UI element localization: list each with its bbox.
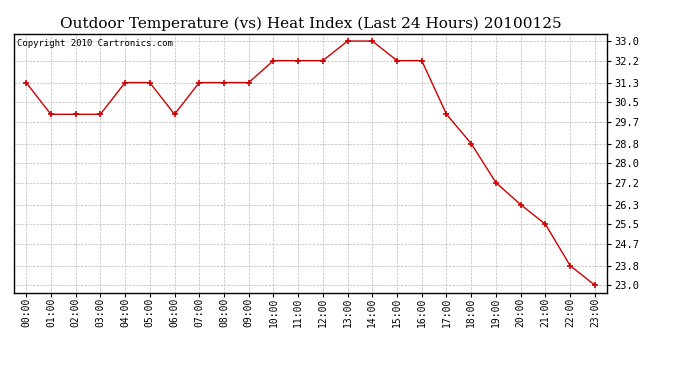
Text: Copyright 2010 Cartronics.com: Copyright 2010 Cartronics.com (17, 39, 172, 48)
Title: Outdoor Temperature (vs) Heat Index (Last 24 Hours) 20100125: Outdoor Temperature (vs) Heat Index (Las… (60, 17, 561, 31)
